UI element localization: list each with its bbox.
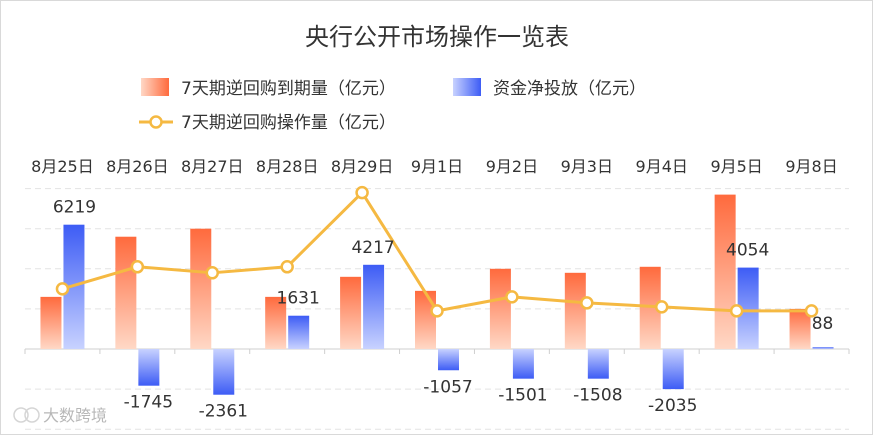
data-label: -1508 bbox=[573, 386, 622, 406]
bar-net-injection bbox=[812, 347, 834, 349]
data-label: -2035 bbox=[648, 396, 697, 416]
bar-net-injection bbox=[662, 349, 684, 390]
category-label: 8月28日 bbox=[256, 157, 319, 176]
bar-net-injection bbox=[737, 267, 759, 349]
bars bbox=[40, 194, 834, 395]
operation-point bbox=[130, 260, 145, 274]
category-label: 8月29日 bbox=[331, 157, 394, 176]
bar-maturity bbox=[340, 276, 362, 349]
bar-maturity bbox=[639, 266, 661, 349]
bar-maturity bbox=[265, 296, 287, 349]
data-label: -1057 bbox=[423, 377, 472, 397]
watermark-logo-icon bbox=[13, 407, 29, 423]
bar-maturity bbox=[489, 268, 511, 349]
category-label: 9月2日 bbox=[486, 157, 538, 176]
category-label: 8月26日 bbox=[106, 157, 169, 176]
operation-point bbox=[804, 304, 819, 318]
data-label: 88 bbox=[812, 314, 834, 334]
bar-net-injection bbox=[213, 349, 235, 395]
legend-label-maturity: 7天期逆回购到期量（亿元） bbox=[181, 79, 396, 99]
category-label: 9月4日 bbox=[636, 157, 688, 176]
category-label: 8月25日 bbox=[31, 157, 94, 176]
legend-swatch-net-injection bbox=[453, 78, 481, 96]
operation-point bbox=[580, 296, 594, 310]
bar-net-injection bbox=[288, 315, 310, 349]
legend-swatch-maturity bbox=[141, 78, 169, 96]
category-label: 9月1日 bbox=[411, 157, 463, 176]
bar-net-injection bbox=[363, 264, 385, 349]
chart-title: 央行公开市场操作一览表 bbox=[305, 23, 569, 51]
category-label: 9月5日 bbox=[710, 157, 762, 176]
watermark: 大数跨境 bbox=[13, 406, 107, 425]
operation-point bbox=[55, 282, 70, 296]
operation-line-path bbox=[62, 191, 812, 313]
operation-point bbox=[729, 304, 744, 318]
bar-maturity bbox=[40, 296, 62, 349]
bar-net-injection bbox=[438, 349, 459, 371]
data-label: -1745 bbox=[124, 393, 173, 413]
legend-marker-operation bbox=[149, 115, 163, 129]
category-labels: 8月25日 8月26日 8月27日 8月28日 8月29日 9月1日 9月2日 9月3日 9月4… bbox=[31, 157, 838, 176]
category-label: 9月8日 bbox=[785, 157, 837, 176]
bar-maturity bbox=[714, 194, 736, 349]
operation-point bbox=[205, 266, 220, 280]
data-label: -2361 bbox=[199, 402, 248, 422]
data-label: 4217 bbox=[351, 238, 394, 258]
operation-point bbox=[505, 290, 519, 304]
data-labels: 6219 -1745 -2361 1631 4217 -1057 -1501 -1508 -20… bbox=[53, 198, 834, 422]
bar-maturity bbox=[564, 272, 586, 349]
watermark-logo-icon-2 bbox=[24, 407, 40, 423]
bar-maturity bbox=[190, 228, 212, 349]
operation-point bbox=[654, 300, 669, 314]
bar-maturity bbox=[789, 308, 811, 349]
legend[interactable]: 7天期逆回购到期量（亿元） 资金净投放（亿元） 7天期逆回购操作量（亿元） bbox=[139, 78, 646, 133]
category-label: 8月27日 bbox=[181, 157, 244, 176]
category-label: 9月3日 bbox=[561, 157, 613, 176]
bar-maturity bbox=[115, 236, 137, 349]
watermark-text: 大数跨境 bbox=[43, 406, 107, 425]
operation-point bbox=[280, 260, 294, 274]
data-label: 1631 bbox=[277, 289, 320, 309]
legend-label-net-injection: 资金净投放（亿元） bbox=[493, 79, 646, 99]
bar-net-injection bbox=[587, 349, 609, 379]
data-label: 6219 bbox=[53, 198, 96, 218]
bar-net-injection bbox=[138, 349, 160, 386]
operation-point bbox=[430, 304, 444, 318]
operation-point bbox=[355, 185, 369, 200]
bar-net-injection bbox=[512, 349, 534, 379]
data-label: -1501 bbox=[498, 386, 547, 406]
operation-line bbox=[55, 185, 819, 318]
legend-label-operation: 7天期逆回购操作量（亿元） bbox=[181, 113, 396, 133]
data-label: 4054 bbox=[726, 241, 769, 261]
bar-maturity bbox=[415, 290, 436, 349]
